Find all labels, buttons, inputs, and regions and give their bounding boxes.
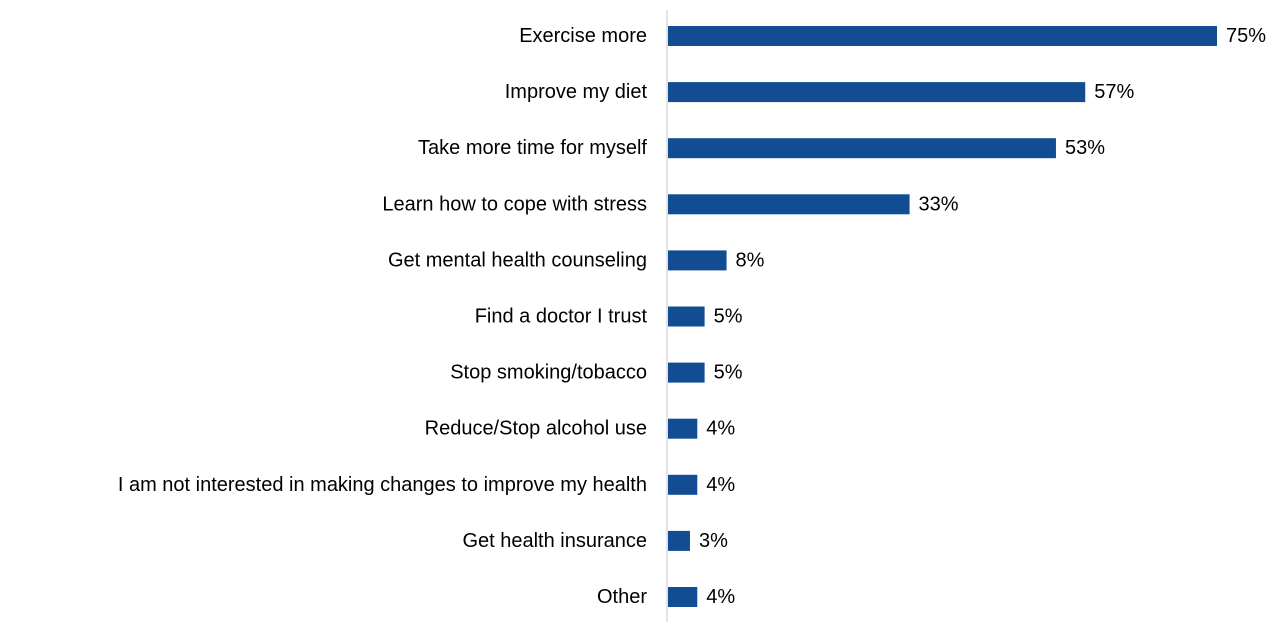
data-label: 8%: [736, 249, 765, 271]
category-label: Stop smoking/tobacco: [450, 362, 647, 384]
category-label: Take more time for myself: [418, 137, 647, 159]
category-label: Other: [597, 586, 647, 608]
bar: [668, 418, 698, 439]
bar: [668, 194, 910, 215]
data-label: 57%: [1094, 81, 1134, 103]
bar: [668, 587, 698, 607]
category-label: Get health insurance: [462, 530, 647, 552]
bar: [668, 26, 1217, 46]
category-label: Get mental health counseling: [388, 249, 647, 271]
bar: [668, 530, 690, 551]
category-labels: Exercise more Improve my diet Take more ti…: [118, 25, 648, 608]
category-label: I am not interested in making changes to…: [118, 474, 647, 496]
value-labels: 75% 57% 53% 33% 8% 5% 5% 4% 4% 3% 4%: [699, 25, 1266, 608]
category-label: Exercise more: [519, 25, 647, 47]
bar: [668, 82, 1086, 103]
category-label: Improve my diet: [505, 81, 648, 103]
data-label: 4%: [706, 418, 735, 440]
bar: [668, 362, 705, 383]
data-label: 4%: [706, 474, 735, 496]
data-label: 5%: [714, 306, 743, 328]
bar: [668, 250, 727, 271]
data-label: 3%: [699, 530, 728, 552]
data-label: 53%: [1065, 137, 1105, 159]
bar: [668, 474, 698, 495]
category-label: Reduce/Stop alcohol use: [425, 418, 647, 440]
bar: [668, 138, 1056, 159]
bars-group: [668, 26, 1217, 607]
category-label: Learn how to cope with stress: [382, 193, 647, 215]
data-label: 4%: [706, 586, 735, 608]
data-label: 33%: [919, 193, 959, 215]
category-label: Find a doctor I trust: [475, 306, 648, 328]
data-label: 5%: [714, 362, 743, 384]
data-label: 75%: [1226, 25, 1266, 47]
bar: [668, 306, 705, 327]
